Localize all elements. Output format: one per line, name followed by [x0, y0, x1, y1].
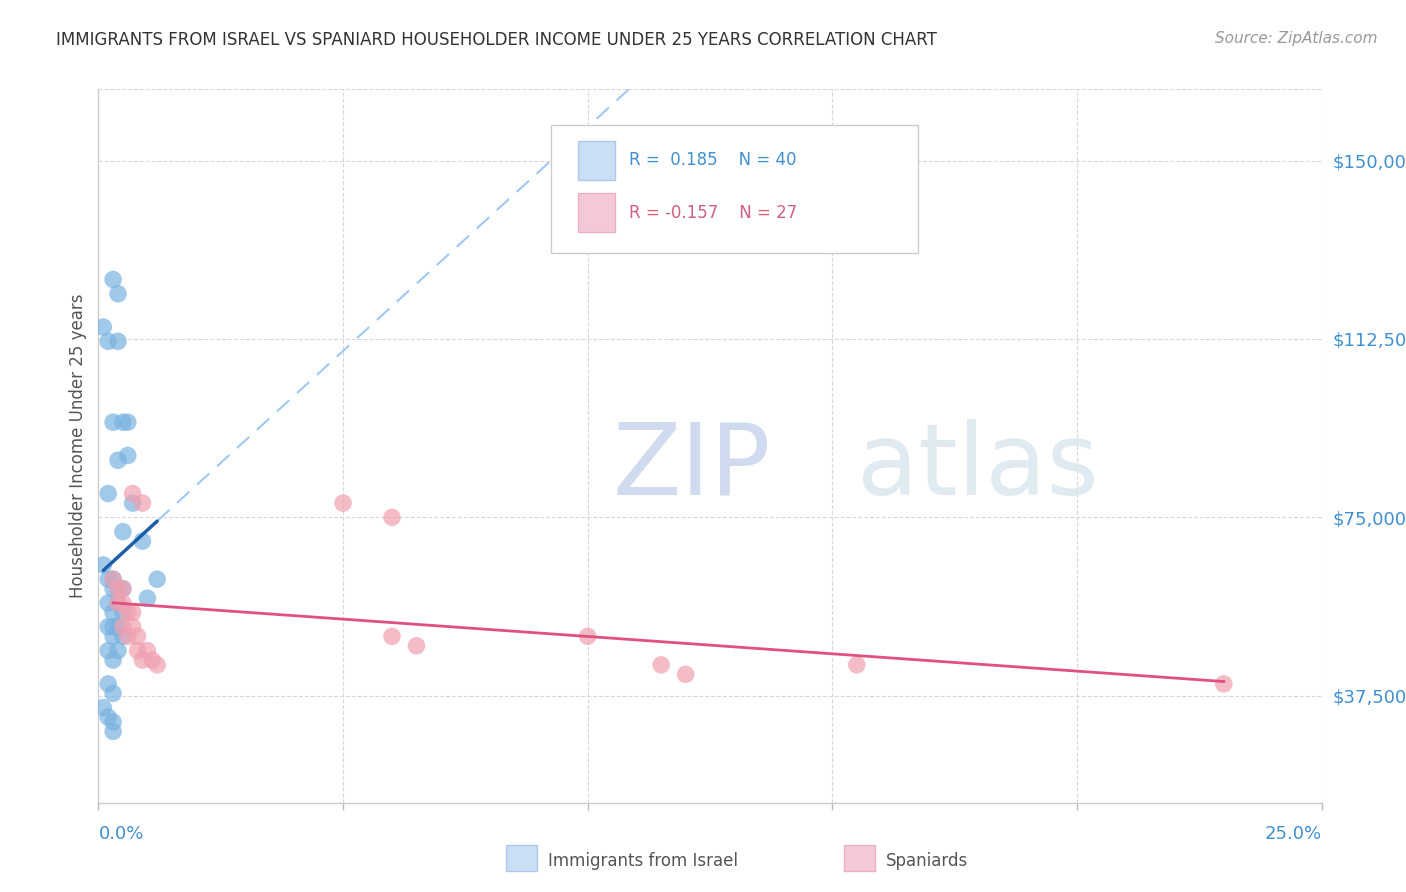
Text: atlas: atlas [856, 419, 1098, 516]
Point [97, 620, 120, 634]
Point [650, 657, 672, 672]
Point [111, 582, 134, 596]
Text: 0.0%: 0.0% [98, 825, 143, 843]
Point [381, 510, 404, 524]
Point [101, 415, 124, 429]
Point [131, 534, 153, 549]
Point [117, 629, 139, 643]
Point [101, 714, 124, 729]
Text: R = -0.157    N = 27: R = -0.157 N = 27 [630, 204, 797, 222]
Point [117, 415, 139, 429]
Point [121, 496, 143, 510]
Point [101, 724, 124, 739]
Point [131, 496, 153, 510]
Point [111, 582, 134, 596]
Point [121, 606, 143, 620]
Point [91, 558, 114, 572]
Point [845, 657, 868, 672]
Text: 25.0%: 25.0% [1264, 825, 1322, 843]
Point [141, 653, 163, 667]
Point [101, 653, 124, 667]
Point [107, 334, 129, 349]
Point [111, 620, 134, 634]
Point [405, 639, 427, 653]
Point [97, 643, 120, 657]
Point [97, 596, 120, 610]
Point [127, 629, 149, 643]
Point [101, 572, 124, 586]
Text: R =  0.185    N = 40: R = 0.185 N = 40 [630, 152, 797, 169]
Point [131, 653, 153, 667]
Point [107, 596, 129, 610]
Point [101, 686, 124, 700]
Point [107, 286, 129, 301]
Y-axis label: Householder Income Under 25 years: Householder Income Under 25 years [69, 293, 87, 599]
Point [107, 643, 129, 657]
Point [146, 572, 169, 586]
Bar [578, 141, 614, 180]
Bar [578, 194, 614, 233]
Point [111, 606, 134, 620]
Point [91, 320, 114, 334]
Point [117, 606, 139, 620]
Text: Immigrants from Israel: Immigrants from Israel [548, 852, 738, 870]
Point [136, 643, 159, 657]
Point [121, 620, 143, 634]
Point [381, 629, 404, 643]
Point [97, 334, 120, 349]
Text: Spaniards: Spaniards [886, 852, 967, 870]
Point [121, 486, 143, 500]
Point [101, 582, 124, 596]
Point [107, 582, 129, 596]
Text: IMMIGRANTS FROM ISRAEL VS SPANIARD HOUSEHOLDER INCOME UNDER 25 YEARS CORRELATION: IMMIGRANTS FROM ISRAEL VS SPANIARD HOUSE… [56, 31, 938, 49]
Point [101, 620, 124, 634]
Point [111, 596, 134, 610]
Point [107, 453, 129, 467]
Point [101, 572, 124, 586]
Text: ZIP: ZIP [612, 419, 770, 516]
Point [107, 582, 129, 596]
Point [101, 606, 124, 620]
Point [111, 524, 134, 539]
Point [111, 629, 134, 643]
Point [576, 629, 599, 643]
Point [97, 572, 120, 586]
Point [146, 657, 169, 672]
Point [107, 620, 129, 634]
Point [1212, 677, 1234, 691]
FancyBboxPatch shape [551, 125, 918, 253]
Point [97, 710, 120, 724]
Point [107, 596, 129, 610]
Point [97, 486, 120, 500]
Point [117, 449, 139, 463]
Point [101, 272, 124, 286]
Point [127, 643, 149, 657]
Point [136, 591, 159, 606]
Text: Source: ZipAtlas.com: Source: ZipAtlas.com [1215, 31, 1378, 46]
Point [675, 667, 697, 681]
Point [332, 496, 354, 510]
Point [101, 629, 124, 643]
Point [91, 700, 114, 714]
Point [97, 677, 120, 691]
Point [111, 415, 134, 429]
